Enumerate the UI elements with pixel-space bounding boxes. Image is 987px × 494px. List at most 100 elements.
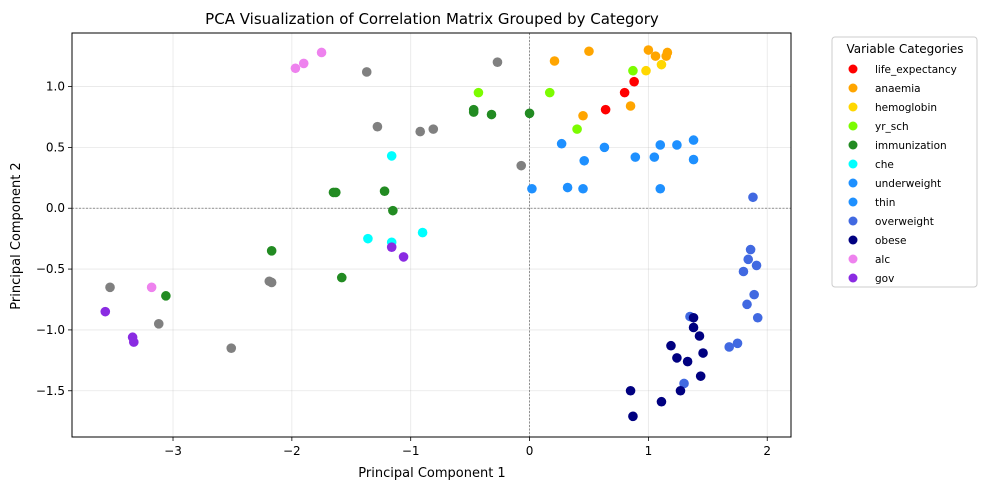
data-point (688, 154, 699, 165)
data-point (749, 289, 759, 300)
legend-marker (848, 235, 858, 245)
data-point (266, 246, 277, 256)
data-point (556, 138, 567, 149)
data-point (100, 306, 111, 317)
data-point (572, 124, 582, 134)
data-point (298, 58, 309, 69)
data-point (641, 65, 651, 76)
data-point (649, 152, 660, 162)
data-point (473, 87, 484, 98)
data-point (698, 348, 708, 358)
data-point (153, 319, 164, 329)
data-point (625, 101, 636, 111)
data-point (752, 312, 763, 323)
data-point (643, 45, 654, 55)
data-point (161, 291, 171, 301)
zero-lines (72, 33, 791, 437)
chart-title: PCA Visualization of Correlation Matrix … (205, 10, 659, 28)
data-point (415, 126, 426, 137)
y-axis-ticks: −1.5 −1.0 −0.5 0.0 0.5 1.0 (36, 80, 72, 398)
data-point (226, 343, 237, 353)
data-point (619, 87, 630, 98)
legend-label: overweight (875, 216, 934, 228)
data-point (655, 183, 666, 194)
data-point (742, 299, 752, 310)
data-point (688, 312, 699, 323)
data-point (751, 260, 762, 271)
data-point (266, 277, 277, 288)
data-point (372, 121, 383, 132)
legend-marker (848, 254, 858, 264)
data-point (128, 337, 139, 347)
data-point (743, 254, 754, 265)
data-point (629, 76, 639, 87)
y-tick-label: 0.0 (46, 201, 65, 215)
data-point (428, 124, 439, 134)
data-point (656, 59, 667, 70)
legend-label: thin (875, 197, 895, 209)
x-tick-label: 2 (763, 444, 771, 458)
y-tick-label: −1.5 (36, 384, 65, 398)
y-axis-label: Principal Component 2 (9, 162, 24, 309)
data-point (662, 47, 673, 58)
data-point (679, 378, 689, 389)
legend-marker (848, 102, 858, 112)
data-point (290, 63, 301, 74)
x-axis-ticks: −3 −2 −1 0 1 2 (164, 437, 771, 458)
data-point (656, 396, 667, 407)
data-point (331, 187, 341, 198)
data-point (672, 140, 682, 150)
y-tick-label: 1.0 (46, 80, 65, 94)
data-point (694, 331, 705, 341)
data-point (388, 205, 398, 216)
y-tick-label: 0.5 (46, 140, 65, 154)
data-point (486, 109, 497, 120)
legend-label: yr_sch (875, 121, 909, 133)
legend-marker (848, 178, 858, 188)
legend-label: life_expectancy (875, 64, 957, 76)
y-tick-label: −1.0 (36, 323, 65, 337)
data-point (732, 338, 743, 349)
data-point (724, 342, 735, 352)
data-point (579, 155, 590, 166)
data-point (682, 356, 693, 367)
legend-marker (848, 197, 858, 207)
data-point (524, 108, 535, 119)
data-points (100, 45, 763, 422)
legend-marker (848, 140, 858, 150)
data-point (386, 151, 397, 161)
data-point (516, 160, 527, 171)
data-point (745, 244, 756, 255)
data-point (738, 266, 749, 277)
data-point (578, 183, 588, 194)
legend-label: hemoglobin (875, 102, 937, 114)
legend-label: alc (875, 254, 890, 266)
data-point (562, 182, 573, 193)
x-tick-label: −3 (164, 444, 182, 458)
data-point (628, 65, 638, 76)
grid (72, 33, 791, 437)
legend-label: immunization (875, 140, 947, 152)
data-point (398, 252, 409, 262)
data-point (386, 242, 397, 252)
data-point (672, 353, 682, 363)
data-point (146, 282, 157, 293)
data-point (379, 186, 390, 196)
data-point (492, 57, 503, 68)
legend-label: gov (875, 273, 894, 285)
legend-title: Variable Categories (846, 42, 963, 56)
data-point (544, 87, 555, 98)
data-point (417, 227, 428, 238)
legend-marker (848, 216, 858, 226)
data-point (468, 107, 479, 117)
data-point (336, 272, 347, 283)
plot-frame (71, 32, 792, 438)
data-point (527, 183, 537, 194)
legend: Variable Categories life_expectancyanaem… (831, 36, 978, 288)
x-tick-label: −2 (283, 444, 301, 458)
y-tick-label: −0.5 (36, 262, 65, 276)
data-point (655, 140, 666, 150)
legend-box (831, 36, 978, 288)
legend-label: anaemia (875, 83, 921, 95)
